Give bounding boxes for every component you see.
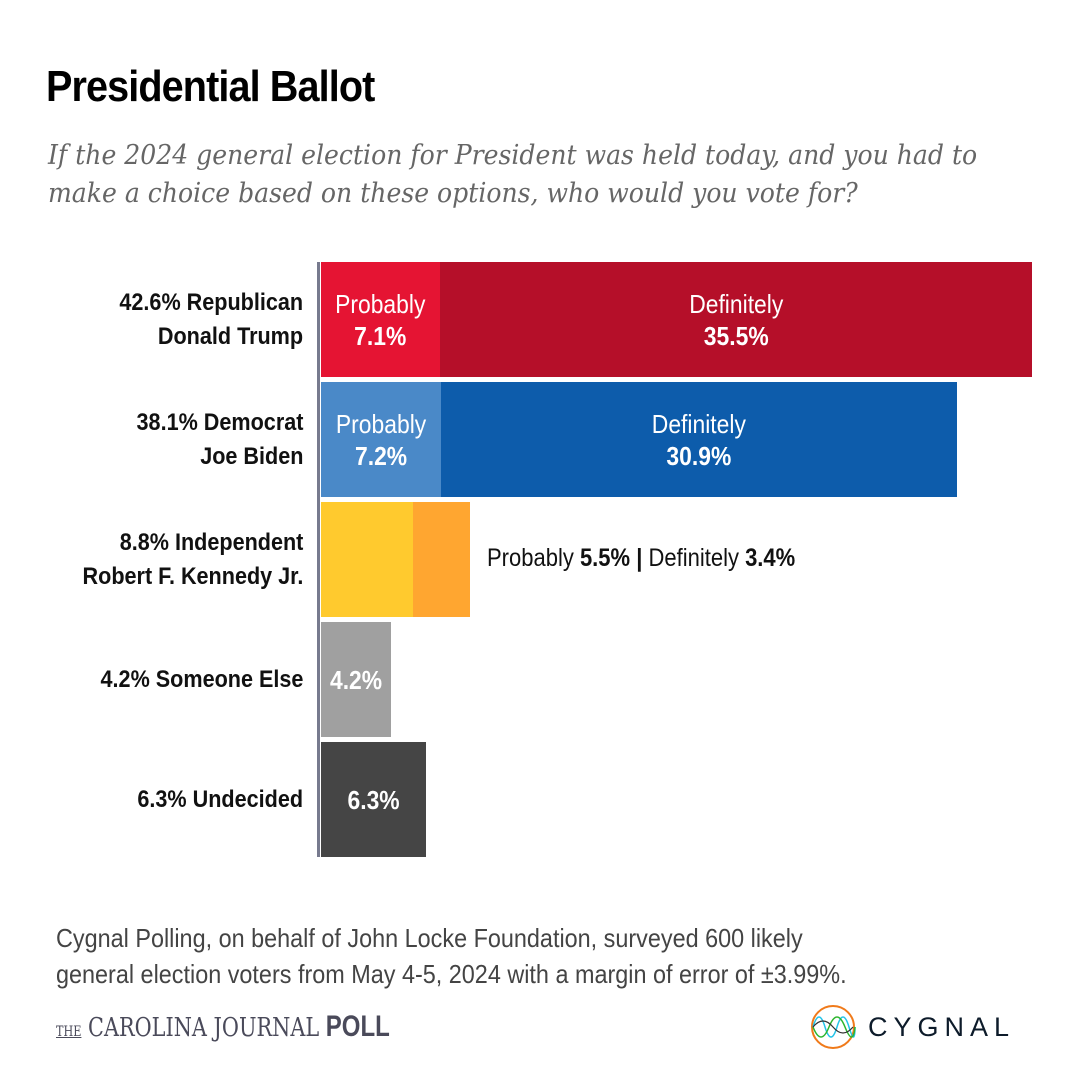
bar-value-label: Definitely 35.5% — [688, 288, 783, 351]
category-label: 42.6% Republican Donald Trump — [119, 288, 303, 350]
bar-value-label: 4.2% — [329, 664, 383, 695]
bar-segment-probably — [321, 262, 440, 377]
page-title: Presidential Ballot — [46, 62, 375, 111]
category-label: 38.1% Democrat Joe Biden — [136, 408, 303, 470]
bar-segment-definitely — [412, 502, 470, 617]
bar-value-label: 6.3% — [347, 784, 400, 815]
cygnal-wordmark: CYGNAL — [868, 1011, 1016, 1042]
category-label: 6.3% Undecided — [137, 785, 303, 813]
bar-segment-total — [321, 622, 392, 737]
bar-value-label: Definitely 30.9% — [651, 408, 747, 471]
bar-segment-probably — [321, 382, 442, 497]
bar-segment-definitely — [441, 382, 957, 497]
cygnal-wave-icon — [811, 1005, 856, 1049]
question-subtitle: If the 2024 general election for Preside… — [48, 140, 978, 209]
axis-line — [317, 262, 320, 857]
bar-value-label: Probably 7.1% — [335, 288, 426, 351]
carolina-journal-logo: THE CAROLINA JOURNAL POLL — [56, 1010, 390, 1043]
methodology-line-1: Cygnal Polling, on behalf of John Locke … — [56, 923, 803, 953]
methodology-line-2: general election voters from May 4-5, 20… — [56, 959, 847, 989]
rfk-breakdown-note: Probably 5.5% | Definitely 3.4% — [487, 543, 796, 572]
category-label: 8.8% Independent Robert F. Kennedy Jr. — [82, 528, 303, 590]
bar-segment-total — [321, 742, 427, 857]
bar-value-label: Probably 7.2% — [335, 408, 427, 471]
cygnal-logo: CYGNAL — [810, 1003, 1015, 1051]
bar-segment-probably — [321, 502, 413, 617]
category-label: 4.2% Someone Else — [100, 665, 303, 693]
bar-segment-definitely — [439, 262, 1032, 377]
methodology-note: Cygnal Polling, on behalf of John Locke … — [56, 920, 847, 992]
